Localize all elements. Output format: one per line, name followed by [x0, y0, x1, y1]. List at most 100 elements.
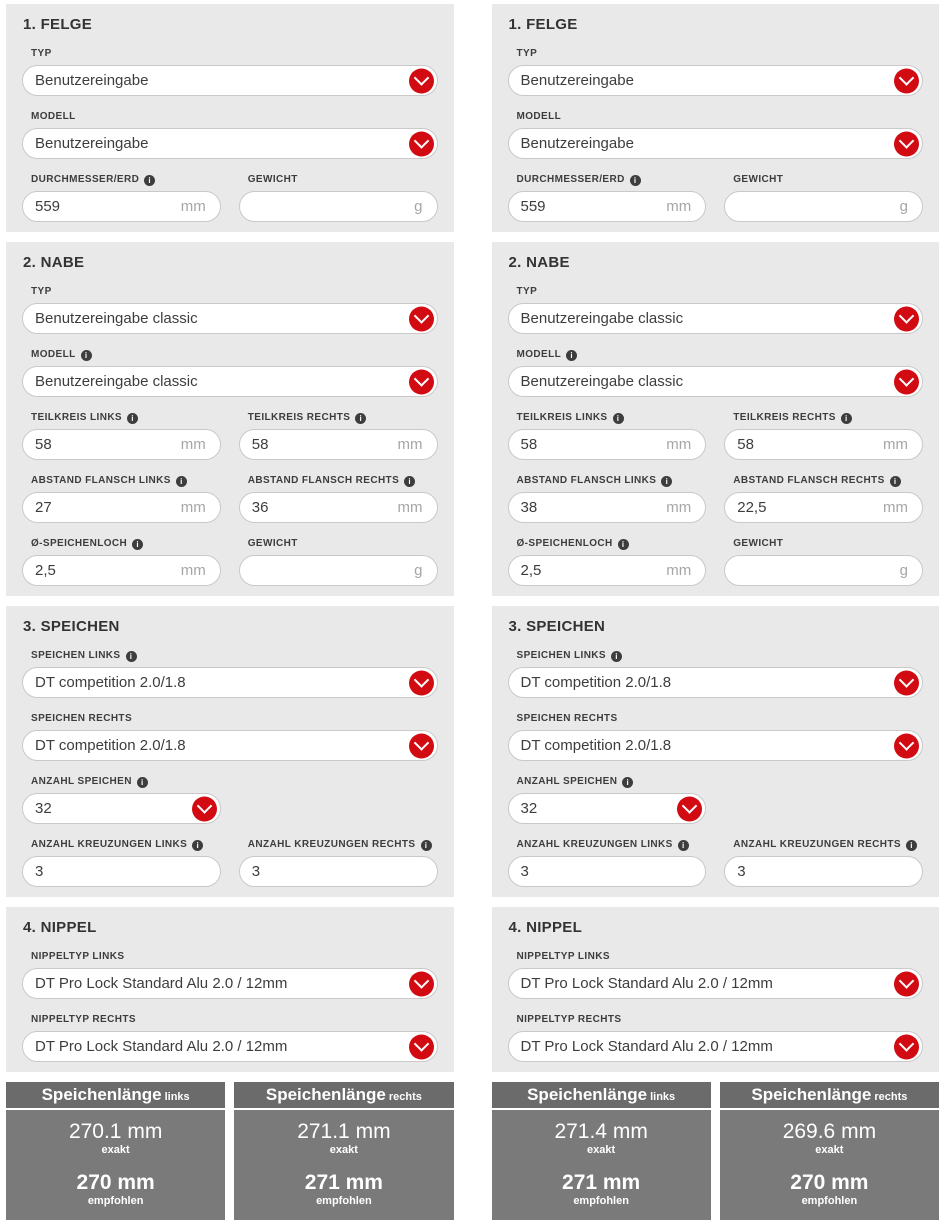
- field-value: Benutzereingabe classic: [520, 373, 684, 390]
- speichen-rechts-select[interactable]: DT competition 2.0/1.8: [507, 730, 923, 761]
- info-icon[interactable]: i: [404, 475, 416, 487]
- modell-nabe-dropdown-button[interactable]: [408, 369, 434, 394]
- modell-felge-select[interactable]: Benutzereingabe: [22, 128, 438, 159]
- gewicht-nabe-input[interactable]: g: [238, 555, 438, 586]
- modell-felge-select[interactable]: Benutzereingabe: [507, 128, 923, 159]
- typ-felge-dropdown-button[interactable]: [408, 68, 434, 93]
- anzahl-speichen-dropdown-button[interactable]: [191, 796, 217, 821]
- abstand-flansch-rechts-input[interactable]: 36 mm: [238, 492, 438, 523]
- speichen-rechts-dropdown-button[interactable]: [894, 733, 919, 758]
- abstand-flansch-links-input[interactable]: 27 mm: [22, 492, 221, 523]
- field-label-text: Ø-SPEICHENLOCH: [31, 538, 128, 549]
- typ-nabe-select[interactable]: Benutzereingabe classic: [507, 303, 923, 334]
- result-card-links: Speichenlänge links 271.4 mm exakt 271 mm emp…: [491, 1082, 711, 1220]
- field-anzahl-kreuzungen-rechts: ANZAHL KREUZUNGEN RECHTS i 3: [238, 824, 438, 887]
- info-icon[interactable]: i: [144, 174, 156, 186]
- teilkreis-links-input[interactable]: 58 mm: [22, 429, 221, 460]
- info-icon[interactable]: i: [136, 776, 148, 788]
- nippeltyp-rechts-select[interactable]: DT Pro Lock Standard Alu 2.0 / 12mm: [22, 1031, 438, 1062]
- field-label-text: TEILKREIS LINKS: [516, 412, 608, 423]
- nippeltyp-rechts-select[interactable]: DT Pro Lock Standard Alu 2.0 / 12mm: [507, 1031, 923, 1062]
- speichen-rechts-select[interactable]: DT competition 2.0/1.8: [22, 730, 438, 761]
- info-icon[interactable]: i: [127, 412, 139, 424]
- speichenloch-input[interactable]: 2,5 mm: [22, 555, 221, 586]
- nippeltyp-links-select[interactable]: DT Pro Lock Standard Alu 2.0 / 12mm: [507, 968, 923, 999]
- info-icon[interactable]: i: [661, 475, 673, 487]
- info-icon[interactable]: i: [677, 839, 689, 851]
- teilkreis-rechts-input[interactable]: 58 mm: [724, 429, 923, 460]
- teilkreis-links-input[interactable]: 58 mm: [507, 429, 707, 460]
- info-icon[interactable]: i: [132, 538, 144, 550]
- field-suffix: mm: [180, 499, 206, 516]
- modell-nabe-select[interactable]: Benutzereingabe classic: [507, 366, 923, 397]
- info-icon[interactable]: i: [355, 412, 367, 424]
- anzahl-speichen-dropdown-button[interactable]: [677, 796, 703, 821]
- result-header: Speichenlänge links: [491, 1082, 711, 1108]
- info-icon[interactable]: i: [125, 650, 137, 662]
- nippeltyp-rechts-dropdown-button[interactable]: [894, 1034, 919, 1059]
- speichen-links-dropdown-button[interactable]: [408, 670, 434, 695]
- gewicht-felge-input[interactable]: g: [238, 191, 438, 222]
- info-icon[interactable]: i: [80, 349, 92, 361]
- anzahl-kreuzungen-rechts-input[interactable]: 3: [724, 856, 923, 887]
- modell-nabe-dropdown-button[interactable]: [894, 369, 919, 394]
- speichen-rechts-dropdown-button[interactable]: [408, 733, 434, 758]
- typ-nabe-dropdown-button[interactable]: [408, 306, 434, 331]
- field-suffix: mm: [180, 436, 206, 453]
- section-speichen-right: 3. SPEICHEN SPEICHEN LINKS i DT competition…: [491, 606, 939, 897]
- speichen-links-select[interactable]: DT competition 2.0/1.8: [507, 667, 923, 698]
- durchmesser-erd-input[interactable]: 559 mm: [507, 191, 707, 222]
- info-icon[interactable]: i: [889, 475, 901, 487]
- durchmesser-erd-input[interactable]: 559 mm: [22, 191, 221, 222]
- typ-felge-dropdown-button[interactable]: [894, 68, 919, 93]
- info-icon[interactable]: i: [420, 839, 432, 851]
- typ-nabe-select[interactable]: Benutzereingabe classic: [22, 303, 438, 334]
- info-icon[interactable]: i: [840, 412, 852, 424]
- speichen-links-select[interactable]: DT competition 2.0/1.8: [22, 667, 438, 698]
- field-value: 559: [520, 198, 546, 215]
- teilkreis-rechts-input[interactable]: 58 mm: [238, 429, 438, 460]
- info-icon[interactable]: i: [192, 839, 204, 851]
- field-label-text: ABSTAND FLANSCH RECHTS: [247, 475, 400, 486]
- nippeltyp-rechts-dropdown-button[interactable]: [408, 1034, 434, 1059]
- info-icon[interactable]: i: [629, 174, 641, 186]
- field-row: MODELL Benutzereingabe: [507, 96, 923, 159]
- typ-nabe-dropdown-button[interactable]: [894, 306, 919, 331]
- anzahl-kreuzungen-links-input[interactable]: 3: [507, 856, 707, 887]
- typ-felge-select[interactable]: Benutzereingabe: [22, 65, 438, 96]
- field-label-text: ANZAHL SPEICHEN: [516, 776, 618, 787]
- field-label-text: TYP: [31, 286, 52, 297]
- gewicht-nabe-input[interactable]: g: [724, 555, 923, 586]
- anzahl-speichen-select[interactable]: 32: [22, 793, 221, 824]
- nippeltyp-links-select[interactable]: DT Pro Lock Standard Alu 2.0 / 12mm: [22, 968, 438, 999]
- info-icon[interactable]: i: [612, 412, 624, 424]
- chevron-down-icon: [413, 133, 429, 149]
- result-card-links: Speichenlänge links 270.1 mm exakt 270 mm emp…: [6, 1082, 226, 1220]
- modell-nabe-select[interactable]: Benutzereingabe classic: [22, 366, 438, 397]
- modell-felge-dropdown-button[interactable]: [894, 131, 919, 156]
- info-icon[interactable]: i: [617, 538, 629, 550]
- info-icon[interactable]: i: [611, 650, 623, 662]
- speichenloch-input[interactable]: 2,5 mm: [507, 555, 707, 586]
- typ-felge-select[interactable]: Benutzereingabe: [507, 65, 923, 96]
- info-icon[interactable]: i: [622, 776, 634, 788]
- nippeltyp-links-dropdown-button[interactable]: [894, 971, 919, 996]
- info-icon[interactable]: i: [906, 839, 917, 851]
- field-label-text: TEILKREIS RECHTS: [733, 412, 836, 423]
- field-label-text: ANZAHL KREUZUNGEN LINKS: [516, 839, 673, 850]
- modell-felge-dropdown-button[interactable]: [408, 131, 434, 156]
- anzahl-kreuzungen-rechts-input[interactable]: 3: [238, 856, 438, 887]
- gewicht-felge-input[interactable]: g: [724, 191, 923, 222]
- anzahl-kreuzungen-links-input[interactable]: 3: [22, 856, 221, 887]
- recommended-value: 270 mm: [76, 1171, 155, 1194]
- nippeltyp-links-dropdown-button[interactable]: [408, 971, 434, 996]
- speichen-links-dropdown-button[interactable]: [894, 670, 919, 695]
- anzahl-speichen-select[interactable]: 32: [507, 793, 707, 824]
- exact-value: 269.6 mm: [782, 1120, 877, 1143]
- field-label-text: MODELL: [31, 111, 76, 122]
- abstand-flansch-links-input[interactable]: 38 mm: [507, 492, 707, 523]
- field-value: 2,5: [520, 562, 542, 579]
- abstand-flansch-rechts-input[interactable]: 22,5 mm: [724, 492, 923, 523]
- info-icon[interactable]: i: [566, 349, 578, 361]
- info-icon[interactable]: i: [175, 475, 187, 487]
